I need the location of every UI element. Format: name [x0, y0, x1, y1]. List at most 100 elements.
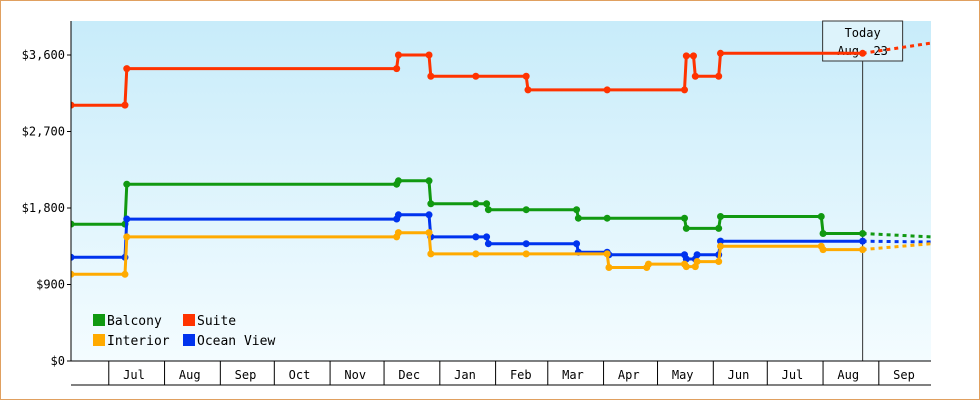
- y-tick-label: $900: [36, 278, 65, 292]
- x-tick-label: Oct: [289, 368, 311, 382]
- forecast-line-suite: [862, 41, 931, 55]
- data-point-interior: [605, 264, 613, 271]
- data-point-ocean-view: [716, 237, 724, 245]
- data-point-interior: [819, 246, 827, 254]
- data-point-interior: [859, 246, 867, 254]
- data-point-suite: [690, 52, 698, 60]
- data-point-balcony: [574, 214, 582, 222]
- plot-background: [71, 21, 931, 361]
- data-point-ocean-view: [425, 211, 433, 219]
- legend-swatch-suite: [183, 314, 195, 326]
- x-tick-label: Feb: [510, 368, 532, 382]
- data-point-balcony: [573, 206, 581, 214]
- data-point-suite: [524, 86, 532, 94]
- data-point-suite: [522, 72, 530, 80]
- x-tick-label: Aug: [837, 368, 859, 382]
- data-point-suite: [859, 49, 867, 57]
- y-tick-label: $2,700: [22, 125, 65, 139]
- data-point-ocean-view: [472, 233, 480, 241]
- data-point-suite: [393, 65, 401, 73]
- data-point-interior: [603, 250, 611, 258]
- data-point-suite: [425, 51, 433, 59]
- data-point-suite: [123, 65, 131, 73]
- data-point-ocean-view: [859, 237, 867, 245]
- data-point-balcony: [522, 206, 530, 214]
- data-point-interior: [522, 250, 530, 258]
- data-point-ocean-view: [693, 251, 701, 259]
- data-point-suite: [715, 72, 723, 80]
- data-point-suite: [603, 86, 611, 94]
- data-point-interior: [394, 229, 402, 237]
- data-point-interior: [472, 250, 480, 258]
- legend-label-suite: Suite: [197, 314, 236, 329]
- data-point-suite: [472, 72, 480, 80]
- data-point-suite: [427, 72, 435, 80]
- data-point-ocean-view: [522, 240, 530, 248]
- data-point-ocean-view: [71, 253, 75, 261]
- data-point-balcony: [715, 224, 723, 232]
- forecast-line-ocean-view: [862, 239, 931, 244]
- y-tick-label: $0: [51, 354, 65, 368]
- data-point-interior: [645, 260, 653, 268]
- today-label: Today: [845, 26, 881, 40]
- x-tick-label: Jan: [454, 368, 476, 382]
- data-point-balcony: [817, 213, 825, 220]
- data-point-balcony: [425, 177, 433, 185]
- data-point-suite: [691, 72, 699, 80]
- data-point-ocean-view: [573, 240, 581, 248]
- data-point-suite: [121, 101, 129, 109]
- data-point-suite: [394, 51, 402, 59]
- forecast-line-balcony: [862, 232, 931, 239]
- legend-label-balcony: Balcony: [107, 314, 162, 329]
- x-tick-label: Mar: [562, 368, 584, 382]
- data-point-balcony: [681, 214, 689, 222]
- data-point-interior: [121, 270, 129, 278]
- data-point-balcony: [682, 224, 690, 232]
- data-point-suite: [71, 101, 75, 109]
- data-point-interior: [715, 258, 723, 266]
- data-point-interior: [71, 270, 75, 278]
- data-point-interior: [682, 263, 690, 271]
- data-point-suite: [681, 86, 689, 94]
- legend-label-ocean-view: Ocean View: [197, 334, 275, 349]
- data-point-interior: [716, 242, 724, 250]
- data-point-suite: [716, 49, 724, 57]
- data-point-balcony: [472, 200, 480, 208]
- data-point-balcony: [819, 230, 827, 237]
- legend-swatch-interior: [93, 334, 105, 346]
- data-point-balcony: [394, 177, 402, 185]
- data-point-interior: [123, 233, 131, 241]
- data-point-ocean-view: [123, 215, 131, 223]
- y-tick-label: $1,800: [22, 201, 65, 215]
- data-point-balcony: [427, 200, 435, 208]
- x-tick-label: May: [672, 368, 694, 382]
- legend-swatch-ocean-view: [183, 334, 195, 346]
- data-point-balcony: [484, 206, 492, 214]
- data-point-ocean-view: [483, 233, 491, 241]
- x-tick-label: Jul: [123, 368, 145, 382]
- legend-swatch-balcony: [93, 314, 105, 326]
- x-tick-label: Aug: [179, 368, 201, 382]
- data-point-balcony: [71, 220, 75, 228]
- x-tick-label: Sep: [235, 368, 257, 382]
- x-tick-label: Jul: [782, 368, 804, 382]
- data-point-balcony: [483, 200, 491, 208]
- data-point-interior: [693, 258, 701, 266]
- x-tick-label: Dec: [398, 368, 420, 382]
- data-point-balcony: [603, 214, 611, 222]
- x-tick-label: Jun: [728, 368, 750, 382]
- x-tick-label: Sep: [893, 368, 915, 382]
- data-point-ocean-view: [484, 240, 492, 248]
- data-point-balcony: [123, 180, 131, 188]
- data-point-balcony: [859, 230, 867, 237]
- data-point-balcony: [716, 213, 724, 220]
- data-point-interior: [425, 229, 433, 237]
- x-tick-label: Nov: [344, 368, 366, 382]
- series-line-suite: [71, 51, 863, 107]
- data-point-ocean-view: [394, 211, 402, 219]
- y-tick-label: $3,600: [22, 48, 65, 62]
- data-point-suite: [682, 52, 690, 60]
- legend-label-interior: Interior: [107, 334, 170, 349]
